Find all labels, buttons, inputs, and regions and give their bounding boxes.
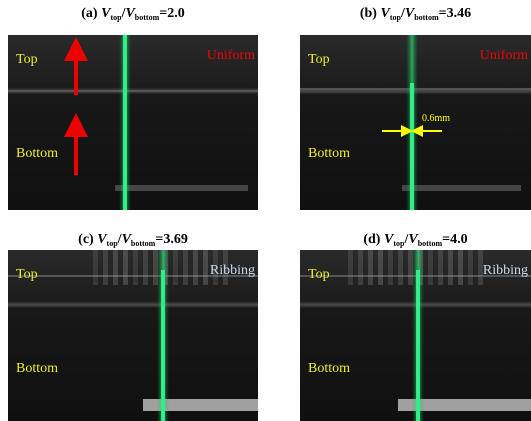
bright-bottom	[398, 399, 531, 411]
ribbing-streak	[448, 250, 453, 285]
bottom-label: Bottom	[16, 146, 58, 161]
caption-part: V	[408, 232, 419, 247]
caption-part: V	[97, 232, 108, 247]
caption-part: /	[403, 232, 409, 247]
measure-label: 0.6mm	[422, 113, 450, 124]
caption-part: 4.0	[450, 232, 468, 247]
caption-part: V	[405, 6, 416, 21]
bright-bottom	[143, 399, 258, 411]
ribbing-streak	[468, 250, 473, 285]
divider	[8, 275, 258, 277]
caption-part: V	[122, 232, 133, 247]
caption-part: bottom	[418, 239, 443, 248]
green-core	[123, 35, 127, 210]
ribbing-streak	[183, 250, 188, 285]
top-label: Top	[308, 267, 330, 282]
caption-part: =	[155, 232, 163, 247]
caption-part: /	[117, 232, 123, 247]
caption-part: V	[384, 232, 395, 247]
ribbing-streak	[93, 250, 98, 285]
ribbing-streak	[113, 250, 118, 285]
caption-part: 2.0	[167, 6, 185, 21]
caption-part: =	[159, 6, 167, 21]
ribbing-streak	[408, 250, 413, 285]
caption-part: 3.46	[447, 6, 472, 21]
caption-part: 3.69	[163, 232, 188, 247]
bottom-label: Bottom	[308, 146, 350, 161]
ribbing-streak	[378, 250, 383, 285]
bottom-glow	[115, 185, 248, 191]
caption-part: bottom	[414, 13, 439, 22]
ribbing-streak	[223, 250, 228, 285]
panel-caption: (c) Vtop/Vbottom=3.69	[78, 232, 188, 248]
ribbing-streak	[133, 250, 138, 285]
top-label: Top	[16, 52, 38, 67]
mode-label: Ribbing	[483, 263, 528, 278]
caption-part: top	[110, 13, 122, 22]
green-core	[161, 270, 165, 421]
caption-part: bottom	[131, 239, 156, 248]
caption-part: V	[125, 6, 136, 21]
ribbing-streak	[123, 250, 128, 285]
caption-part: top	[393, 239, 405, 248]
caption-part: =	[439, 6, 447, 21]
caption-part: =	[442, 232, 450, 247]
panel-caption: (d) Vtop/Vbottom=4.0	[363, 232, 467, 248]
ribbing-streak	[438, 250, 443, 285]
green-core	[410, 83, 414, 210]
ribbing-streak	[103, 250, 108, 285]
ribbing-streak	[213, 250, 218, 285]
ribbing-streak	[193, 250, 198, 285]
panel-caption: (a) Vtop/Vbottom=2.0	[81, 6, 184, 22]
caption-part: (b)	[360, 6, 377, 21]
mode-label: Uniform	[480, 48, 528, 63]
ribbing-streak	[458, 250, 463, 285]
caption-part: (c)	[78, 232, 94, 247]
panel-caption: (b) Vtop/Vbottom=3.46	[360, 6, 471, 22]
ribbing-streak	[368, 250, 373, 285]
bottom-label: Bottom	[16, 361, 58, 376]
caption-part: V	[101, 6, 112, 21]
ribbing-streak	[173, 250, 178, 285]
ribbing-streak	[153, 250, 158, 285]
ribbing-streak	[478, 250, 483, 285]
caption-part: top	[390, 13, 402, 22]
photo	[8, 250, 258, 421]
ribbing-streak	[388, 250, 393, 285]
ribbing-streak	[143, 250, 148, 285]
ribbing-streak	[358, 250, 363, 285]
photo	[8, 35, 258, 210]
ribbing-streak	[398, 250, 403, 285]
caption-part: (d)	[363, 232, 380, 247]
bottom-glow	[402, 185, 521, 191]
mode-label: Ribbing	[210, 263, 255, 278]
ribbing-streak	[428, 250, 433, 285]
caption-part: top	[107, 239, 119, 248]
bottom-label: Bottom	[308, 361, 350, 376]
top-label: Top	[308, 52, 330, 67]
mode-label: Uniform	[207, 48, 255, 63]
ribbing-streak	[348, 250, 353, 285]
top-label: Top	[16, 267, 38, 282]
caption-part: (a)	[81, 6, 98, 21]
green-core	[416, 270, 420, 421]
divider	[8, 90, 258, 92]
ribbing-streak	[203, 250, 208, 285]
caption-part: V	[380, 6, 391, 21]
caption-part: /	[121, 6, 127, 21]
caption-part: /	[400, 6, 406, 21]
caption-part: bottom	[135, 13, 160, 22]
